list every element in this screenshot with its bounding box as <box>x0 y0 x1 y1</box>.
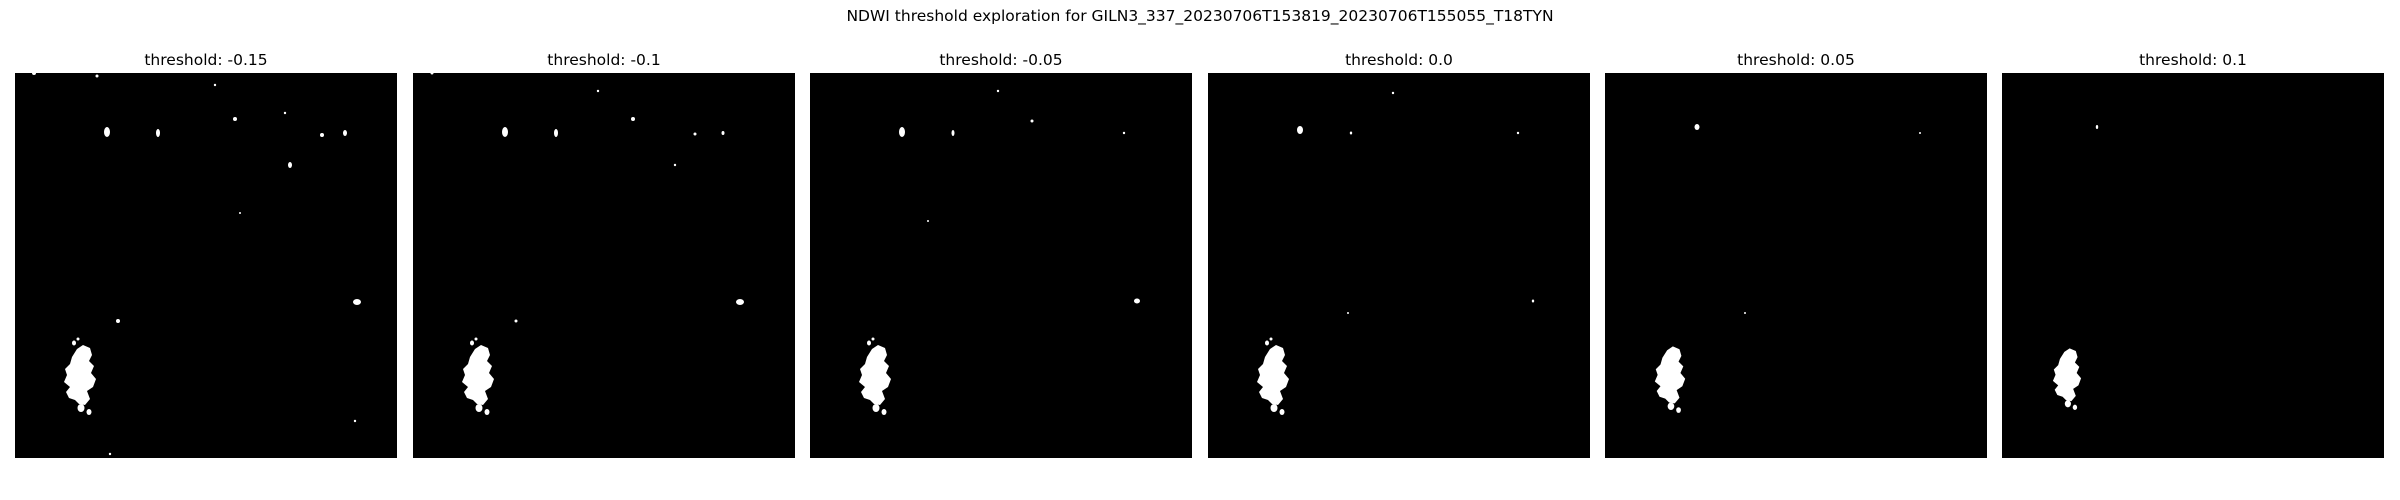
figure-suptitle: NDWI threshold exploration for GILN3_337… <box>846 7 1554 25</box>
water-patch <box>1744 312 1746 314</box>
water-mask-panel-5 <box>1605 73 1987 458</box>
water-patch <box>673 163 677 167</box>
panel-title-6: threshold: 0.1 <box>2139 51 2247 69</box>
water-patch <box>1347 312 1349 314</box>
water-patch <box>213 83 217 87</box>
water-patch <box>1694 124 1700 130</box>
water-patch <box>1919 132 1921 134</box>
water-patch <box>736 299 744 305</box>
water-patch <box>430 73 434 75</box>
water-patch <box>156 129 160 137</box>
water-patch <box>502 127 508 137</box>
water-patch <box>104 127 110 137</box>
water-patch <box>233 117 237 121</box>
water-mask-panel-1 <box>15 73 397 458</box>
water-patch <box>1134 298 1140 304</box>
water-patch <box>899 127 905 137</box>
water-patch <box>721 131 725 135</box>
water-mask-image-3 <box>859 89 1140 415</box>
water-patch <box>320 133 324 137</box>
water-patch <box>288 162 292 168</box>
water-patch <box>554 129 558 137</box>
water-mask-image-5 <box>1654 124 1921 413</box>
water-patch <box>283 111 287 115</box>
panel-title-1: threshold: -0.15 <box>144 51 268 69</box>
panel-title-2: threshold: -0.1 <box>547 51 661 69</box>
water-patch <box>2095 125 2099 129</box>
water-lake-1 <box>64 337 96 415</box>
water-patch <box>693 132 697 136</box>
water-patch <box>116 319 120 323</box>
water-patch <box>951 130 955 136</box>
water-patch <box>1391 91 1395 95</box>
water-patch <box>32 73 36 75</box>
water-patch <box>108 452 112 456</box>
water-mask-image-2 <box>430 73 744 415</box>
water-mask-panel-2 <box>413 73 795 458</box>
water-patch <box>95 74 99 78</box>
water-lake-5 <box>1654 346 1686 413</box>
water-lake-3 <box>859 337 891 415</box>
water-lake-2 <box>462 337 494 415</box>
water-patch <box>1349 131 1353 135</box>
panel-title-3: threshold: -0.05 <box>939 51 1063 69</box>
water-lake-4 <box>1257 337 1289 415</box>
water-patch <box>514 319 518 323</box>
water-patch <box>1122 131 1126 135</box>
water-patch <box>996 89 1000 93</box>
water-patch <box>239 212 241 214</box>
water-mask-image-6 <box>2052 125 2099 410</box>
panel-title-4: threshold: 0.0 <box>1345 51 1453 69</box>
water-mask-panel-4 <box>1208 73 1590 458</box>
water-lake-6 <box>2052 348 2082 410</box>
panel-title-5: threshold: 0.05 <box>1737 51 1855 69</box>
water-patch <box>596 89 600 93</box>
water-patch <box>353 299 361 305</box>
water-patch <box>1297 126 1303 134</box>
water-patch <box>1531 299 1535 303</box>
water-patch <box>1516 131 1520 135</box>
water-mask-image-4 <box>1257 91 1535 415</box>
water-patch <box>1030 119 1034 123</box>
water-patch <box>343 130 347 136</box>
water-patch <box>353 419 357 423</box>
water-patch <box>631 117 635 121</box>
water-mask-panel-6 <box>2002 73 2384 458</box>
water-patch <box>927 220 929 222</box>
water-mask-image-1 <box>32 73 361 456</box>
water-mask-panel-3 <box>810 73 1192 458</box>
